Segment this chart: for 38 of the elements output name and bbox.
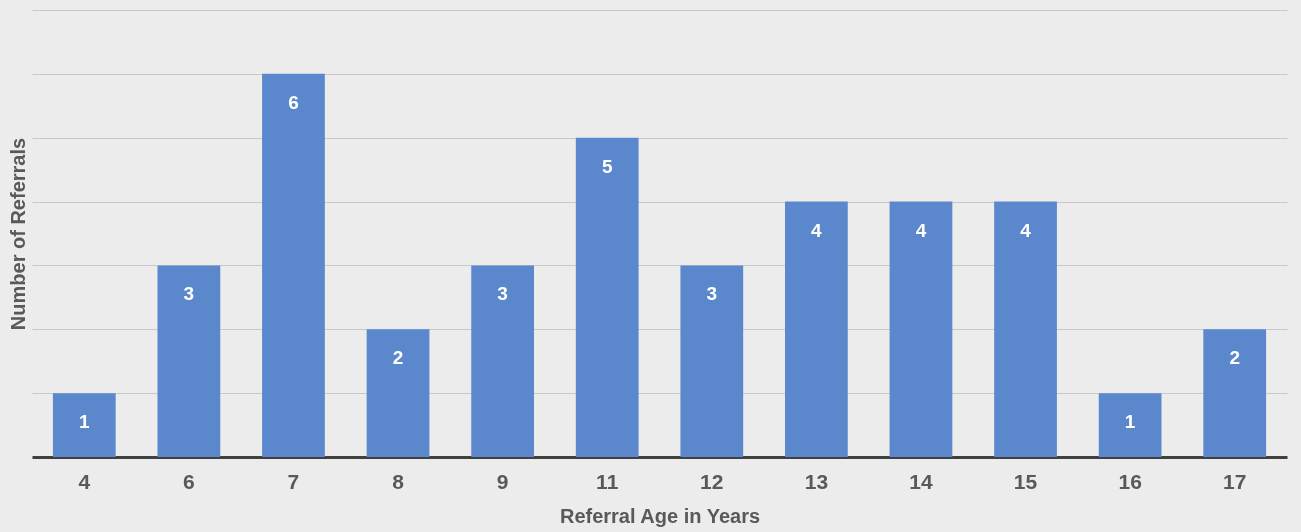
bar <box>889 201 953 457</box>
bar <box>994 201 1057 457</box>
y-axis-title: Number of Referrals <box>6 137 29 331</box>
bar <box>1203 329 1267 457</box>
x-axis-title: Referral Age in Years <box>559 504 761 527</box>
data-label: 4 <box>915 219 927 241</box>
data-label: 3 <box>183 283 195 305</box>
x-tick-label: 4 <box>78 469 91 493</box>
bar <box>1098 393 1162 457</box>
bar <box>157 265 221 457</box>
x-tick-label: 9 <box>496 469 509 493</box>
data-label: 2 <box>1229 347 1240 369</box>
x-tick-label: 6 <box>183 469 195 493</box>
x-tick-label: 15 <box>1013 469 1038 493</box>
bar <box>366 329 430 457</box>
data-label: 2 <box>392 347 404 369</box>
bar <box>785 201 848 457</box>
data-label: 1 <box>1124 411 1136 433</box>
data-label: 4 <box>1020 219 1032 241</box>
bar <box>262 73 325 457</box>
x-tick-label: 11 <box>596 469 619 493</box>
x-tick-label: 16 <box>1118 469 1142 493</box>
bar <box>52 393 116 457</box>
x-tick-label: 13 <box>804 469 829 493</box>
x-tick-label: 14 <box>909 469 933 493</box>
bar <box>575 137 639 457</box>
x-tick-label: 8 <box>392 469 405 493</box>
x-tick-label: 12 <box>700 469 724 493</box>
bar <box>471 265 534 457</box>
x-tick-label: 17 <box>1223 469 1247 493</box>
data-label: 6 <box>288 91 299 113</box>
data-label: 4 <box>811 219 823 241</box>
bar <box>680 265 744 457</box>
data-label: 3 <box>706 283 718 305</box>
data-label: 3 <box>497 283 508 305</box>
data-label: 5 <box>601 155 613 177</box>
data-label: 1 <box>79 411 90 433</box>
x-tick-label: 7 <box>287 469 300 493</box>
